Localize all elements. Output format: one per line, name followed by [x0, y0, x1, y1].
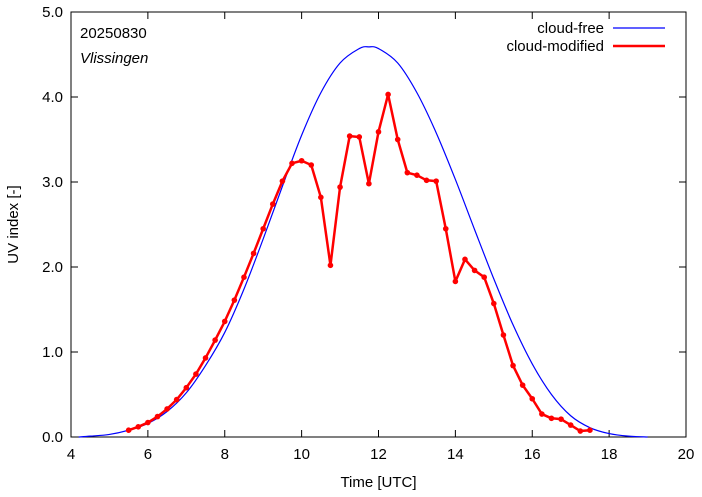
x-tick-label: 8	[221, 446, 229, 463]
data-point-cloud-modified	[164, 406, 170, 412]
y-tick-label: 4.0	[42, 89, 63, 106]
data-point-cloud-modified	[279, 178, 286, 184]
legend-label-cloud-free: cloud-free	[537, 20, 604, 37]
data-point-cloud-modified	[269, 201, 276, 207]
data-point-cloud-modified	[452, 278, 459, 285]
data-point-cloud-modified	[558, 416, 564, 422]
data-point-cloud-modified	[548, 415, 555, 422]
data-point-cloud-modified	[587, 427, 593, 434]
data-point-cloud-modified	[385, 91, 391, 98]
data-point-cloud-modified	[539, 411, 545, 417]
data-point-cloud-modified	[135, 424, 142, 430]
data-point-cloud-modified	[193, 371, 199, 377]
data-point-cloud-modified	[260, 225, 266, 232]
y-tick-label: 0.0	[42, 429, 63, 446]
data-point-cloud-modified	[250, 250, 257, 257]
plot-frame	[70, 11, 687, 438]
data-point-cloud-modified	[500, 332, 507, 338]
data-point-cloud-modified	[433, 178, 439, 184]
data-point-cloud-modified	[318, 194, 324, 201]
data-point-cloud-modified	[462, 256, 468, 263]
series-layer	[78, 46, 648, 438]
x-tick-label: 16	[524, 446, 541, 463]
axis-ticks: 4 6 8 10 12 14 16 18 20 0.0 1.0 2.0 3.0 4.0 5.0	[42, 4, 694, 463]
x-tick-label: 14	[447, 446, 464, 463]
data-point-cloud-modified	[414, 172, 420, 178]
data-point-cloud-modified	[221, 318, 228, 325]
y-tick-label: 2.0	[42, 259, 63, 276]
y-tick-label: 1.0	[42, 344, 63, 361]
x-axis-label: Time [UTC]	[340, 474, 416, 491]
x-tick-label: 4	[67, 446, 75, 463]
data-point-cloud-modified	[481, 274, 488, 281]
data-point-cloud-modified	[346, 133, 353, 139]
legend-label-cloud-modified: cloud-modified	[506, 38, 604, 55]
data-point-cloud-modified	[327, 262, 334, 269]
data-point-cloud-modified	[577, 428, 584, 434]
date-annotation: 20250830	[80, 25, 147, 42]
data-point-cloud-modified	[471, 267, 478, 274]
data-point-cloud-modified	[289, 160, 295, 167]
data-point-cloud-modified	[173, 396, 180, 403]
legend: cloud-free cloud-modified	[506, 20, 665, 55]
x-tick-label: 6	[144, 446, 152, 463]
data-point-cloud-modified	[308, 162, 315, 168]
data-point-cloud-modified	[529, 395, 536, 402]
data-point-cloud-modified	[423, 177, 430, 184]
y-tick-label: 5.0	[42, 4, 63, 21]
data-point-cloud-modified	[567, 422, 574, 428]
data-point-cloud-modified	[145, 419, 151, 426]
data-point-cloud-modified	[394, 136, 401, 143]
data-point-cloud-modified	[241, 274, 247, 281]
x-tick-label: 12	[370, 446, 387, 463]
data-point-cloud-modified	[442, 225, 449, 232]
location-annotation: Vlissingen	[80, 50, 148, 67]
y-axis-label: UV index [-]	[5, 185, 22, 263]
data-point-cloud-modified	[366, 180, 372, 187]
data-point-cloud-modified	[356, 134, 363, 140]
data-point-cloud-modified	[491, 300, 497, 307]
data-point-cloud-modified	[298, 157, 305, 164]
data-point-cloud-modified	[337, 184, 343, 190]
data-point-cloud-modified	[125, 427, 132, 434]
data-point-cloud-modified	[519, 382, 526, 388]
data-point-cloud-modified	[404, 169, 411, 176]
data-point-cloud-modified	[212, 337, 218, 343]
x-tick-label: 20	[678, 446, 695, 463]
x-tick-label: 10	[293, 446, 310, 463]
data-point-cloud-modified	[202, 355, 209, 361]
data-point-cloud-modified	[154, 413, 161, 420]
y-tick-label: 3.0	[42, 174, 63, 191]
data-point-cloud-modified	[375, 129, 382, 135]
data-point-cloud-modified	[510, 362, 516, 369]
x-tick-label: 18	[601, 446, 618, 463]
data-point-cloud-modified	[231, 297, 238, 303]
data-point-cloud-modified	[183, 384, 190, 391]
